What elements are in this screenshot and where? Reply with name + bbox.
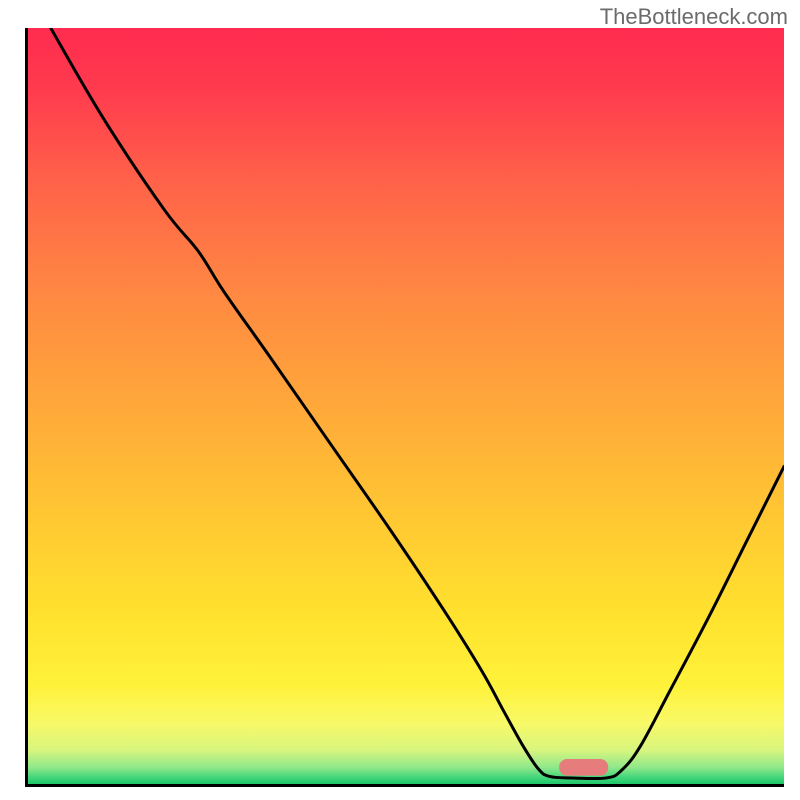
watermark-text: TheBottleneck.com <box>600 4 788 30</box>
x-axis <box>25 784 784 787</box>
minimum-marker <box>559 759 608 776</box>
bottleneck-curve <box>51 28 784 779</box>
bottleneck-chart: TheBottleneck.com <box>0 0 800 800</box>
y-axis <box>25 28 28 784</box>
curve-overlay <box>28 28 784 784</box>
plot-area <box>28 28 784 784</box>
